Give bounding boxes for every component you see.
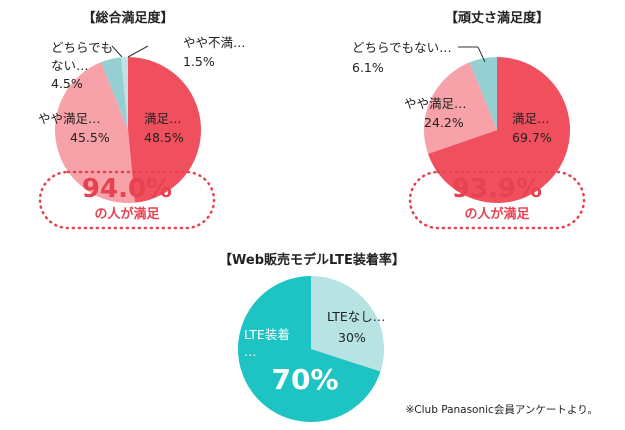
chart1-title: 【総合満足度】: [82, 10, 173, 26]
chart1-slice-value: 4.5%: [51, 76, 83, 91]
chart1-callout-text: の人が満足: [94, 206, 160, 222]
chart2-callout-frame: [408, 170, 586, 230]
chart2-callout-value: 93.9%: [452, 174, 542, 204]
chart2-slice-value: 6.1%: [352, 60, 384, 75]
chart2-slice-value: 69.7%: [512, 130, 552, 145]
chart1-slice-3: [121, 56, 128, 130]
chart1-callout-frame: [38, 170, 216, 230]
chart1-leader-line: [111, 45, 123, 58]
chart3-slice-label: LTE装着: [244, 327, 290, 342]
chart2-slice-1: [424, 62, 497, 154]
chart2-leader-line: [477, 46, 486, 63]
chart2-pie: [424, 57, 571, 203]
chart2-slice-2: [469, 57, 497, 130]
chart3-slice-1: [238, 276, 381, 422]
chart2-slice-label: 満足…: [512, 111, 550, 126]
chart3-title: 【Web販売モデルLTE装着率】: [219, 252, 405, 268]
chart1-slice-value: 1.5%: [183, 54, 215, 69]
chart1-slice-value: 45.5%: [70, 130, 110, 145]
chart1-slice-label: 満足…: [144, 111, 182, 126]
chart2-slice-label: やや満足…: [404, 96, 467, 111]
chart1-slice-label: ない…: [51, 58, 89, 73]
chart1-callout-value: 94.0%: [82, 174, 172, 204]
chart1-pie: [55, 56, 202, 204]
chart1-slice-value: 48.5%: [144, 130, 184, 145]
chart1-slice-0: [128, 56, 202, 203]
chart2-slice-0: [428, 57, 571, 203]
chart1-slice-2: [101, 57, 128, 130]
chart3-slice-0: [311, 276, 385, 372]
chart2-slice-value: 24.2%: [424, 115, 464, 130]
chart3-slice-value: 70%: [271, 363, 338, 396]
chart1-slice-label: やや不満…: [183, 35, 246, 50]
chart3-slice-label: LTEなし…: [327, 309, 385, 324]
chart1-slice-label: どちらでも: [51, 40, 113, 55]
chart2-callout-text: の人が満足: [464, 206, 530, 222]
chart3-slice-value: 30%: [338, 330, 366, 345]
chart1-leader-line: [127, 45, 149, 58]
chart2-title: 【頑丈さ満足度】: [445, 10, 549, 26]
chart3-pie: [238, 276, 385, 422]
chart3-slice-label: …: [244, 344, 257, 359]
chart1-slice-1: [55, 62, 135, 204]
footnote: ※Club Panasonic会員アンケートより。: [406, 403, 599, 416]
chart1-slice-label: やや満足…: [38, 111, 101, 126]
chart2-slice-label: どちらでもない…: [352, 40, 452, 55]
